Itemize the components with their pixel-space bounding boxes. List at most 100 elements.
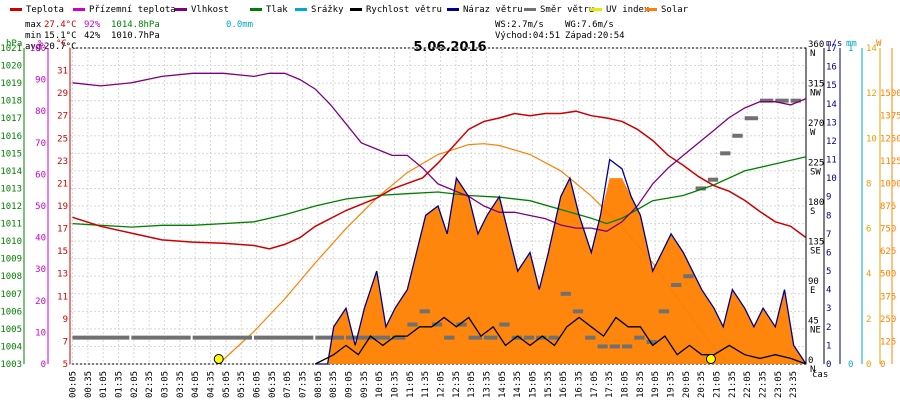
tick-pressure: 1014 bbox=[0, 167, 22, 177]
tick-temperature: 27 bbox=[57, 112, 68, 122]
legend-label: Tlak bbox=[266, 5, 288, 15]
stats-min-hum: 42% bbox=[84, 31, 101, 41]
tick-rain: 1 bbox=[848, 44, 853, 54]
tick-uv: 8 bbox=[866, 179, 871, 189]
tick-pressure: 1011 bbox=[0, 220, 22, 230]
x-tick-label: 16:35 bbox=[575, 371, 585, 398]
x-tick-label: 00:35 bbox=[84, 371, 94, 398]
axis-unit-solar: W bbox=[876, 39, 882, 49]
x-tick-label: 02:05 bbox=[130, 371, 140, 398]
x-tick-label: 22:05 bbox=[743, 371, 753, 398]
tick-wind: 6 bbox=[826, 248, 831, 258]
legend-swatch bbox=[175, 8, 187, 11]
tick-rain: 0 bbox=[848, 360, 853, 370]
x-tick-label: 18:05 bbox=[621, 371, 631, 398]
x-tick-label: 09:05 bbox=[345, 371, 355, 398]
x-tick-label: 20:05 bbox=[682, 371, 692, 398]
x-tick-label: 10:05 bbox=[375, 371, 385, 398]
tick-direction-label: NW bbox=[810, 89, 821, 99]
tick-pressure: 1012 bbox=[0, 202, 22, 212]
tick-direction-label: N bbox=[810, 365, 815, 375]
axis-unit-humidity: % bbox=[38, 39, 44, 49]
tick-direction-label: NE bbox=[810, 326, 821, 336]
x-tick-label: 12:35 bbox=[452, 371, 462, 398]
x-tick-label: 06:05 bbox=[253, 371, 263, 398]
legend-label: Směr větru bbox=[540, 5, 594, 15]
tick-solar: 125 bbox=[880, 337, 896, 347]
tick-solar: 750 bbox=[880, 225, 896, 235]
tick-direction: 90 bbox=[808, 277, 819, 287]
x-tick-label: 03:35 bbox=[176, 371, 186, 398]
tick-solar: 500 bbox=[880, 270, 896, 280]
tick-solar: 1250 bbox=[880, 134, 900, 144]
x-tick-label: 14:05 bbox=[498, 371, 508, 398]
tick-wind: 14 bbox=[826, 100, 837, 110]
stats-avg-label: avg bbox=[25, 42, 41, 52]
axis-unit-rain: mm bbox=[846, 39, 857, 49]
tick-temperature: 7 bbox=[63, 337, 68, 347]
tick-humidity: 50 bbox=[35, 202, 46, 212]
x-tick-label: 15:05 bbox=[529, 371, 539, 398]
tick-solar: 1375 bbox=[880, 112, 900, 122]
legend-swatch bbox=[524, 8, 536, 11]
x-tick-label: 00:05 bbox=[69, 371, 79, 398]
x-tick-label: 02:35 bbox=[145, 371, 155, 398]
tick-pressure: 1016 bbox=[0, 132, 22, 142]
tick-wind: 5 bbox=[826, 267, 831, 277]
x-tick-label: 09:35 bbox=[360, 371, 370, 398]
stats-max-rain: 0.0mm bbox=[226, 20, 253, 30]
stats-min-label: min bbox=[25, 31, 41, 41]
tick-temperature: 5 bbox=[63, 360, 68, 370]
tick-humidity: 100 bbox=[30, 44, 46, 54]
tick-wind: 0 bbox=[826, 360, 831, 370]
tick-direction-label: S bbox=[810, 207, 815, 217]
x-tick-label: 05:35 bbox=[237, 371, 247, 398]
stats-avg-temp: 20.7°C bbox=[44, 42, 77, 52]
tick-direction-label: W bbox=[810, 128, 816, 138]
tick-pressure: 1006 bbox=[0, 307, 22, 317]
tick-direction-label: N bbox=[810, 49, 815, 59]
series-teplota bbox=[72, 110, 807, 250]
x-tick-label: 14:35 bbox=[513, 371, 523, 398]
x-tick-label: 11:05 bbox=[406, 371, 416, 398]
tick-pressure: 1009 bbox=[0, 255, 22, 265]
stats-max-hum: 92% bbox=[84, 20, 101, 30]
x-tick-label: 06:35 bbox=[268, 371, 278, 398]
x-tick-label: 01:35 bbox=[115, 371, 125, 398]
tick-wind: 1 bbox=[826, 341, 831, 351]
x-tick-label: 23:35 bbox=[789, 371, 799, 398]
stats-sunrise: Východ:04:51 bbox=[495, 31, 560, 41]
tick-pressure: 1021 bbox=[0, 44, 22, 54]
legend-label: Rychlost větru bbox=[366, 5, 442, 15]
tick-pressure: 1005 bbox=[0, 325, 22, 335]
tick-temperature: 11 bbox=[57, 292, 68, 302]
axis-unit-temperature: °C bbox=[56, 39, 67, 49]
tick-wind: 17 bbox=[826, 44, 837, 54]
tick-humidity: 60 bbox=[35, 170, 46, 180]
x-tick-label: 07:05 bbox=[283, 371, 293, 398]
x-tick-label: 16:05 bbox=[559, 371, 569, 398]
tick-direction: 270 bbox=[808, 119, 824, 129]
tick-pressure: 1004 bbox=[0, 342, 22, 352]
tick-wind: 8 bbox=[826, 211, 831, 221]
plot-area bbox=[72, 72, 807, 365]
x-tick-label: 19:05 bbox=[651, 371, 661, 398]
x-tick-label: 11:35 bbox=[421, 371, 431, 398]
legend-swatch bbox=[590, 8, 602, 11]
x-tick-label: 23:05 bbox=[774, 371, 784, 398]
tick-uv: 6 bbox=[866, 225, 871, 235]
x-tick-label: 18:35 bbox=[636, 371, 646, 398]
x-tick-label: 08:05 bbox=[314, 371, 324, 398]
tick-wind: 10 bbox=[826, 174, 837, 184]
tick-humidity: 70 bbox=[35, 139, 46, 149]
x-tick-label: 07:35 bbox=[299, 371, 309, 398]
x-axis-label: čas bbox=[812, 369, 828, 380]
axis-unit-pressure: hPa bbox=[6, 39, 22, 49]
tick-humidity: 30 bbox=[35, 265, 46, 275]
tick-wind: 2 bbox=[826, 323, 831, 333]
tick-wind: 9 bbox=[826, 193, 831, 203]
legend-label: Teplota bbox=[26, 5, 64, 15]
x-tick-label: 03:05 bbox=[161, 371, 171, 398]
axis-unit-wind: m/s bbox=[826, 39, 842, 49]
tick-direction: 180 bbox=[808, 198, 824, 208]
